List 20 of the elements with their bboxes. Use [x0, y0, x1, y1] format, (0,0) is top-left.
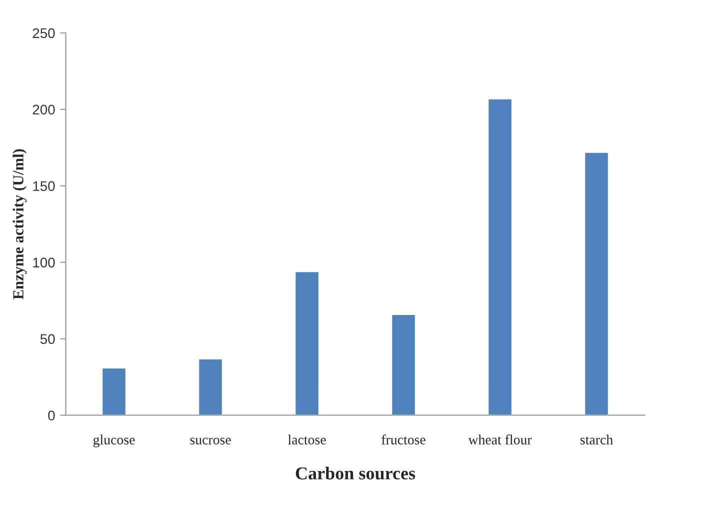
x-tick-label: sucrose — [190, 438, 231, 444]
y-tick-label: 50 — [40, 334, 55, 344]
y-tick-label: 150 — [33, 181, 55, 192]
bar — [487, 98, 513, 416]
x-tick-label: lactose — [288, 434, 326, 444]
y-axis-title: Enzyme activity (U/ml) — [12, 149, 27, 300]
x-tick-label: wheat flour — [468, 434, 532, 444]
x-tick-label: glucose — [93, 434, 135, 448]
y-tick-label: 100 — [33, 258, 55, 268]
bar — [101, 367, 127, 416]
y-tick-label: 200 — [32, 104, 55, 115]
x-tick-label: fructose — [382, 434, 426, 444]
x-tick-label: starch — [580, 434, 613, 444]
y-tick-label: 250 — [32, 28, 55, 38]
bar — [294, 270, 320, 416]
x-axis-title: Carbon sources — [296, 466, 416, 480]
bar — [390, 314, 416, 416]
bar — [198, 358, 224, 416]
y-tick-label: 0 — [48, 410, 55, 420]
bar — [584, 152, 610, 416]
